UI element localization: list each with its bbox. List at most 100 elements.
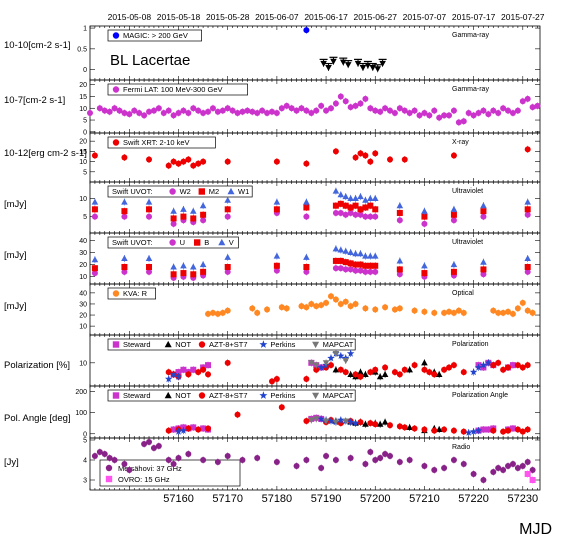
data-point bbox=[362, 461, 369, 467]
data-point bbox=[337, 352, 345, 359]
data-point bbox=[362, 196, 369, 203]
data-point bbox=[347, 455, 354, 461]
data-point bbox=[224, 196, 232, 203]
data-point bbox=[308, 109, 315, 116]
data-point bbox=[303, 27, 310, 34]
x-tick-label: 57220 bbox=[458, 493, 489, 505]
legend-marker bbox=[112, 32, 120, 39]
y-axis-title: [Jy] bbox=[4, 457, 19, 468]
data-point bbox=[320, 60, 327, 67]
data-point bbox=[146, 213, 153, 220]
series-m2 bbox=[91, 200, 531, 222]
y-tick-label: 40 bbox=[79, 238, 87, 245]
data-point bbox=[190, 271, 197, 278]
panel-2: 0 5 10 15 20 10-7[cm-2 s-1] Gamma-ray Fermi LAT… bbox=[4, 79, 541, 136]
data-point bbox=[490, 307, 497, 314]
data-point bbox=[480, 107, 487, 114]
data-point bbox=[431, 107, 438, 114]
data-point bbox=[446, 112, 453, 119]
data-point bbox=[529, 467, 536, 473]
data-point bbox=[91, 453, 98, 459]
data-point bbox=[303, 213, 310, 220]
data-point bbox=[170, 158, 177, 165]
data-point bbox=[436, 114, 443, 121]
data-point bbox=[362, 252, 369, 259]
data-point bbox=[179, 426, 188, 434]
data-point bbox=[278, 105, 285, 112]
data-point bbox=[411, 107, 418, 114]
data-point bbox=[146, 264, 153, 270]
data-point bbox=[337, 200, 344, 207]
data-point bbox=[327, 293, 334, 300]
series-v bbox=[91, 245, 532, 271]
data-point bbox=[239, 108, 246, 115]
y-tick-label: 40 bbox=[79, 290, 87, 297]
data-point bbox=[155, 443, 162, 449]
data-point bbox=[96, 449, 103, 455]
data-point bbox=[396, 202, 404, 209]
data-point bbox=[195, 426, 202, 433]
y-tick-label: 5 bbox=[83, 438, 87, 445]
data-point bbox=[87, 109, 93, 116]
data-point bbox=[480, 208, 487, 215]
data-point bbox=[460, 309, 467, 316]
legend-marker bbox=[105, 475, 113, 483]
y-axis-title: [mJy] bbox=[4, 301, 27, 312]
data-point bbox=[234, 109, 241, 116]
data-point bbox=[273, 109, 280, 116]
data-point bbox=[323, 453, 330, 459]
data-point bbox=[175, 160, 182, 167]
data-point bbox=[327, 354, 335, 362]
data-point bbox=[264, 109, 271, 116]
data-point bbox=[190, 162, 197, 169]
legend-label: AZT-8+ST7 bbox=[209, 340, 248, 349]
data-point bbox=[91, 256, 99, 263]
data-point bbox=[150, 107, 157, 114]
y-tick-label: 10 bbox=[79, 106, 87, 113]
data-point bbox=[391, 306, 398, 313]
data-point bbox=[180, 158, 187, 165]
data-point bbox=[337, 191, 345, 198]
data-point bbox=[357, 267, 364, 274]
legend-marker bbox=[198, 188, 205, 195]
data-point bbox=[189, 263, 197, 270]
data-point bbox=[214, 310, 221, 317]
data-point bbox=[431, 309, 438, 316]
y-tick-label: 10 bbox=[79, 360, 87, 367]
data-point bbox=[273, 252, 281, 259]
y-tick-label: 15 bbox=[79, 94, 87, 101]
data-point bbox=[421, 109, 428, 116]
y-tick-label: 3 bbox=[83, 478, 87, 485]
data-point bbox=[195, 160, 202, 167]
data-point bbox=[347, 209, 354, 216]
legend: Swift UVOT: U B V bbox=[107, 236, 239, 249]
y-tick-label: 20 bbox=[79, 262, 87, 269]
data-point bbox=[534, 102, 541, 109]
y-tick-label: 20 bbox=[79, 139, 87, 146]
data-point bbox=[362, 305, 369, 312]
data-point bbox=[189, 207, 197, 214]
data-point bbox=[121, 198, 128, 205]
data-point bbox=[121, 264, 128, 270]
data-point bbox=[303, 376, 310, 383]
data-point bbox=[387, 156, 393, 163]
data-point bbox=[224, 158, 231, 165]
data-point bbox=[352, 261, 359, 268]
legend-label: MAGIC: > 200 GeV bbox=[123, 31, 188, 40]
data-point bbox=[254, 109, 261, 116]
legend-label: AZT-8+ST7 bbox=[209, 391, 248, 400]
data-point bbox=[421, 213, 428, 220]
band-label: Ultraviolet bbox=[452, 239, 483, 246]
data-point bbox=[524, 146, 531, 153]
data-point bbox=[372, 306, 379, 313]
legend-label: MAPCAT bbox=[323, 340, 354, 349]
data-point bbox=[200, 158, 207, 165]
data-point bbox=[200, 268, 207, 275]
data-point bbox=[391, 109, 398, 116]
data-point bbox=[273, 376, 280, 383]
data-point bbox=[347, 204, 354, 211]
data-point bbox=[209, 105, 216, 112]
data-point bbox=[509, 362, 516, 369]
data-point bbox=[367, 268, 374, 275]
data-point bbox=[170, 271, 177, 278]
